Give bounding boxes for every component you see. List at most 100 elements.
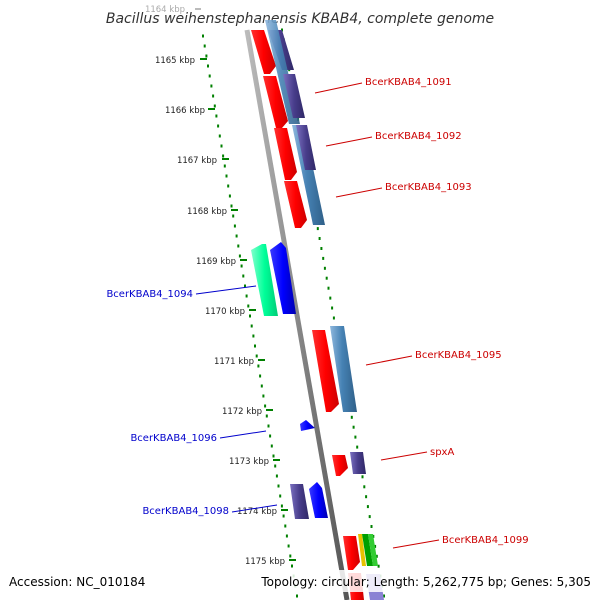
- gene-feature-red[interactable]: [312, 330, 339, 412]
- gene-feature-red[interactable]: [251, 30, 276, 74]
- kbp-label: 1166 kbp: [165, 106, 205, 116]
- ring-dot: [210, 84, 213, 88]
- feature-mint[interactable]: [251, 244, 278, 316]
- kbp-label: 1173 kbp: [229, 457, 269, 467]
- feature-steel[interactable]: [292, 125, 325, 225]
- tick-mark: 1168 kbp: [187, 207, 238, 217]
- ring-dot: [203, 44, 206, 48]
- gene-label[interactable]: BcerKBAB4_1096: [130, 433, 217, 444]
- ring-dot: [374, 544, 377, 548]
- gene-label[interactable]: BcerKBAB4_1098: [142, 506, 229, 517]
- feature-purple[interactable]: [290, 484, 309, 519]
- ring-dot: [323, 266, 326, 270]
- tick-mark: 1167 kbp: [177, 156, 229, 166]
- ring-dot: [202, 34, 204, 38]
- ring-dot: [230, 204, 233, 208]
- ring-dot: [284, 524, 287, 528]
- gene-label[interactable]: BcerKBAB4_1092: [375, 131, 462, 142]
- gene-feature-blue[interactable]: [270, 242, 296, 314]
- ring-dot: [383, 594, 385, 598]
- gene-label[interactable]: BcerKBAB4_1099: [442, 535, 529, 546]
- feature-purple[interactable]: [283, 74, 305, 118]
- kbp-label: 1171 kbp: [214, 357, 254, 367]
- ring-dot: [363, 485, 366, 489]
- gene-feature-red[interactable]: [263, 76, 288, 128]
- ring-dot: [272, 454, 275, 458]
- gene-label[interactable]: BcerKBAB4_1093: [385, 182, 472, 193]
- ring-dot: [289, 554, 292, 558]
- ring-dot: [277, 484, 280, 488]
- feature-green[interactable]: [362, 534, 373, 566]
- kbp-ticks: 1164 kbp 1165 kbp 1166 kbp 1167 kbp 1168…: [145, 5, 296, 567]
- ring-dot: [242, 274, 245, 278]
- feature-steel[interactable]: [330, 326, 357, 412]
- kbp-label: 1175 kbp: [245, 557, 285, 567]
- gene-feature-red[interactable]: [284, 181, 307, 228]
- ring-dot: [280, 504, 283, 508]
- ring-dot: [237, 244, 240, 248]
- feature-green[interactable]: [368, 534, 378, 566]
- gene-label-group[interactable]: BcerKBAB4_1095: [365, 350, 502, 366]
- ring-dot: [361, 475, 364, 479]
- accession-text: Accession: NC_010184: [9, 575, 145, 589]
- genome-backbone: [244, 29, 350, 600]
- tick-mark: 1174 kbp: [237, 507, 288, 517]
- ring-dot: [318, 237, 321, 240]
- ring-dot: [262, 394, 265, 398]
- gene-feature-red[interactable]: [274, 128, 297, 180]
- ring-dot: [354, 435, 357, 439]
- gene-label-group[interactable]: BcerKBAB4_1098: [142, 504, 278, 517]
- ring-dot: [208, 74, 211, 78]
- footer-background: [0, 570, 600, 592]
- ring-dot: [238, 254, 241, 258]
- ring-dot: [375, 554, 378, 558]
- gene-feature-blue[interactable]: [309, 482, 328, 518]
- tick-mark: 1166 kbp: [165, 106, 215, 116]
- ring-dot: [267, 424, 270, 428]
- tick-mark: 1164 kbp: [145, 5, 201, 15]
- gene-label[interactable]: BcerKBAB4_1095: [415, 350, 502, 361]
- tick-mark: 1173 kbp: [229, 457, 280, 467]
- gene-label[interactable]: spxA: [430, 447, 454, 458]
- feature-purple[interactable]: [296, 125, 316, 170]
- feature-purple[interactable]: [350, 452, 366, 474]
- gene-feature-blue[interactable]: [300, 420, 315, 431]
- gene-label-group[interactable]: BcerKBAB4_1092: [325, 131, 462, 147]
- ring-dot: [356, 445, 359, 449]
- gene-label-group[interactable]: BcerKBAB4_1091: [314, 77, 452, 94]
- gene-label-group[interactable]: BcerKBAB4_1096: [130, 430, 267, 444]
- kbp-label: 1174 kbp: [237, 507, 277, 517]
- gene-feature-red[interactable]: [332, 455, 348, 476]
- ring-dot: [255, 354, 258, 358]
- ring-dot: [218, 134, 221, 138]
- kbp-label: 1169 kbp: [196, 257, 236, 267]
- forward-features: [251, 20, 384, 600]
- gene-label-group[interactable]: BcerKBAB4_1099: [392, 535, 529, 549]
- kbp-label: 1165 kbp: [155, 56, 195, 66]
- reverse-features: [251, 242, 328, 519]
- gene-label-group[interactable]: spxA: [380, 447, 454, 461]
- ring-dot: [366, 505, 369, 509]
- feature-yellow[interactable]: [358, 534, 366, 566]
- ring-dot: [245, 294, 248, 298]
- gene-label[interactable]: BcerKBAB4_1091: [365, 77, 452, 88]
- kbp-label: 1172 kbp: [222, 407, 262, 417]
- gene-label-group[interactable]: BcerKBAB4_1093: [335, 182, 472, 198]
- ring-dot: [370, 525, 373, 528]
- ring-dot: [296, 594, 298, 598]
- ring-dot: [285, 534, 288, 538]
- ring-dot: [352, 425, 355, 429]
- ring-dot: [269, 434, 272, 438]
- ring-dot: [377, 564, 380, 568]
- ring-dot: [213, 104, 216, 108]
- kbp-label: 1168 kbp: [187, 207, 227, 217]
- map-title: Bacillus weihenstephanensis KBAB4, compl…: [106, 11, 494, 27]
- ring-dot: [327, 286, 330, 290]
- gene-label-group[interactable]: BcerKBAB4_1094: [106, 285, 257, 300]
- ring-dot: [220, 144, 223, 148]
- ring-dot: [274, 464, 277, 468]
- gene-label[interactable]: BcerKBAB4_1094: [106, 289, 193, 300]
- gene-feature-red[interactable]: [343, 536, 360, 570]
- ring-dot: [329, 296, 332, 300]
